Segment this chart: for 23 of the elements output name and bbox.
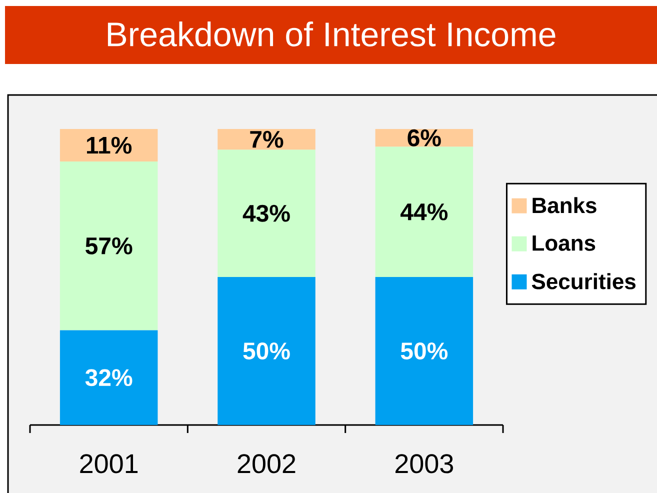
data-label: 7% [250,130,284,148]
x-tick-label: 2003 [396,454,454,474]
data-label: 44% [400,203,448,220]
bar [218,276,316,425]
x-tick-label: 2001 [80,454,138,474]
legend-label: Securities [532,273,636,290]
bar [60,162,158,330]
bar [60,330,158,425]
bar [60,128,158,162]
bar [218,150,316,277]
bar [375,146,474,277]
data-label: 11% [87,136,132,154]
x-tick-label: 2002 [238,454,296,474]
legend-label: Banks [532,197,596,214]
data-label: 50% [400,342,448,360]
data-label: 43% [242,204,290,222]
data-label: 32% [85,369,132,386]
bar [375,276,474,425]
legend-label: Loans [532,236,596,251]
chart-title: Breakdown of Interest Income [108,22,556,46]
data-label: 6% [408,129,441,146]
data-label: 57% [86,237,132,254]
data-label: 50% [243,342,290,360]
